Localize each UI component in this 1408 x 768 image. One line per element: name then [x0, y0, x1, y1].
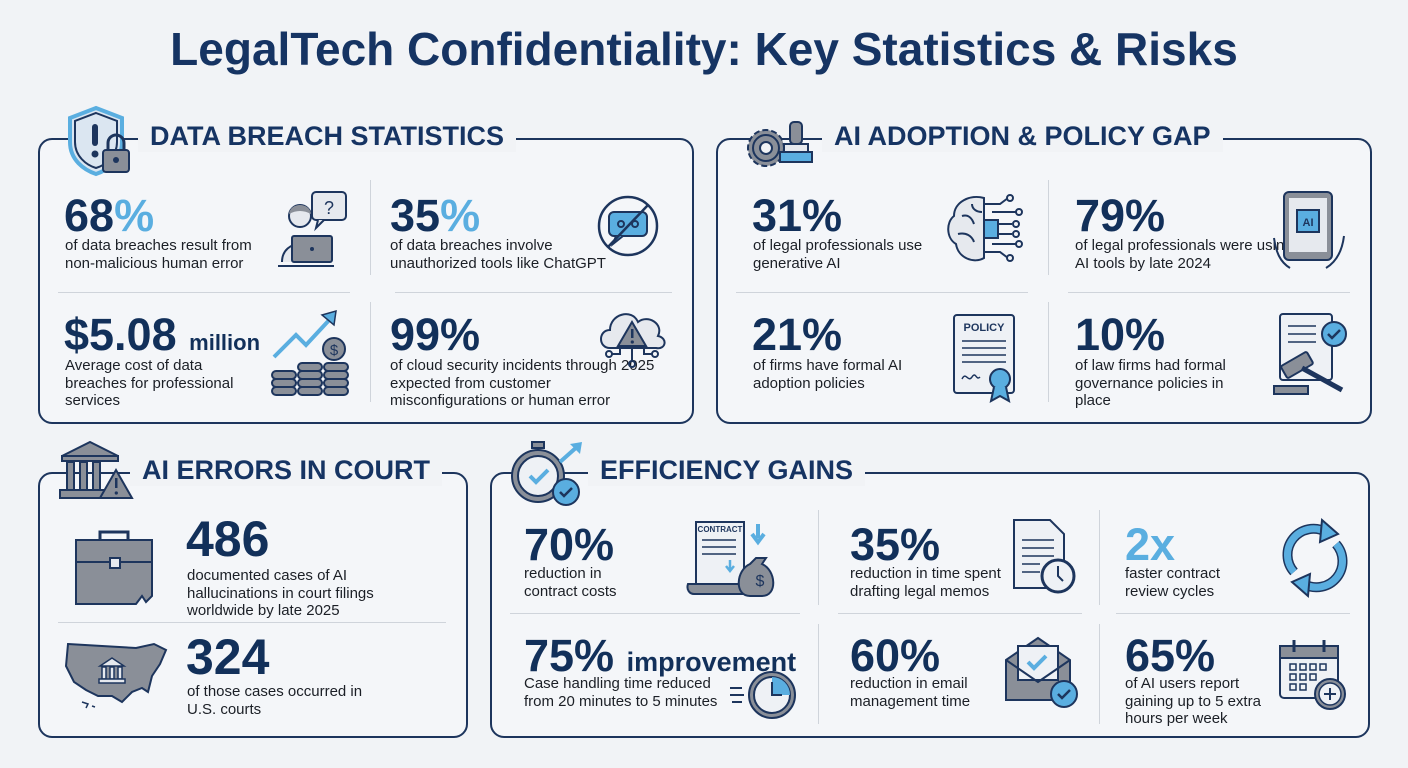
divider: [1048, 302, 1049, 402]
divider: [1048, 180, 1049, 275]
divider: [395, 292, 672, 293]
section-heading: DATA BREACH STATISTICS: [138, 121, 516, 152]
calendar-add-icon: [1279, 640, 1346, 710]
divider: [58, 292, 350, 293]
shield-lock-icon: [68, 105, 130, 177]
stat-value: 75% improvement: [524, 630, 797, 681]
divider: [370, 180, 371, 275]
divider: [818, 624, 819, 724]
refresh-cycle-icon: [1282, 517, 1348, 599]
stat-description: reduction in contract costs: [524, 565, 617, 600]
stat-value: $5.08 million: [64, 309, 261, 360]
divider: [510, 613, 800, 614]
section-heading: EFFICIENCY GAINS: [588, 455, 866, 486]
courthouse-warning-icon: [59, 440, 134, 499]
tablet-ai-icon: AI: [1273, 191, 1345, 269]
stat-description: Average cost of data breaches for profes…: [65, 357, 234, 409]
divider: [1116, 613, 1350, 614]
divider: [1099, 510, 1100, 605]
stat-description: of those cases occurred in U.S. courts: [187, 683, 363, 718]
stat-value: 10%: [1075, 309, 1166, 360]
divider: [736, 292, 1028, 293]
data-breach-panel: [38, 138, 694, 424]
stat-description: of data breaches result from non-malicio…: [65, 237, 252, 272]
briefcase-icon: [75, 530, 153, 605]
page-title: LegalTech Confidentiality: Key Statistic…: [170, 23, 1238, 75]
us-map-courthouse-icon: [64, 642, 168, 709]
gear-stamp-icon: [747, 121, 813, 167]
stat-description: of cloud security incidents through 2025…: [390, 357, 655, 409]
divider: [1068, 292, 1350, 293]
fast-clock-icon: [730, 671, 796, 719]
stat-description: reduction in time spent drafting legal m…: [850, 565, 1001, 600]
stat-value: 65%: [1125, 630, 1216, 681]
stat-value: 31%: [752, 190, 843, 241]
stat-value: 486: [186, 511, 270, 567]
svg-text:$: $: [330, 342, 339, 359]
contract-label: CONTRACT: [698, 525, 743, 534]
document-clock-icon: [1013, 519, 1076, 594]
stat-value: 35%: [850, 519, 941, 570]
person-laptop-question-icon: ?: [278, 191, 347, 267]
stat-description: documented cases of AI hallucinations in…: [187, 567, 374, 619]
divider: [370, 302, 371, 402]
rising-coins-icon: $: [271, 309, 349, 396]
brain-circuit-icon: [947, 194, 1023, 262]
stat-description: faster contract review cycles: [1125, 565, 1221, 600]
stat-value: 99%: [390, 309, 481, 360]
gavel-document-icon: [1273, 313, 1347, 395]
policy-label: POLICY: [964, 322, 1006, 334]
stat-value: 21%: [752, 309, 843, 360]
stat-value: 68%: [64, 190, 155, 241]
stat-description: of data breaches involve unauthorized to…: [390, 237, 606, 272]
chat-prohibited-icon: [597, 195, 659, 257]
stat-description: of AI users report gaining up to 5 extra…: [1125, 675, 1261, 727]
stat-description: of legal professionals were using AI too…: [1075, 237, 1293, 272]
contract-money-icon: CONTRACT $: [686, 521, 775, 597]
svg-text:$: $: [756, 573, 765, 590]
divider: [1099, 624, 1100, 724]
policy-document-icon: POLICY: [953, 314, 1015, 403]
section-heading: AI ADOPTION & POLICY GAP: [822, 121, 1223, 152]
stat-description: of legal professionals use generative AI: [753, 237, 923, 272]
stopwatch-check-icon: [511, 441, 582, 506]
divider: [818, 510, 819, 605]
stat-description: of firms have formal AI adoption policie…: [753, 357, 903, 392]
stat-value: 35%: [390, 190, 481, 241]
stat-description: of law firms had formal governance polic…: [1075, 357, 1226, 409]
efficiency-gains-panel: [490, 472, 1370, 738]
stat-value: 70%: [524, 519, 615, 570]
stat-description: Case handling time reduced from 20 minut…: [524, 675, 718, 710]
cloud-warning-icon: [600, 313, 666, 368]
svg-text:?: ?: [324, 198, 334, 218]
divider: [58, 622, 446, 623]
stat-description: reduction in email management time: [850, 675, 971, 710]
email-check-icon: [1005, 636, 1078, 708]
stat-value: 60%: [850, 630, 941, 681]
stat-value: 324: [186, 629, 270, 685]
stat-value: 79%: [1075, 190, 1166, 241]
section-heading: AI ERRORS IN COURT: [130, 455, 443, 486]
stat-value: 2x: [1125, 519, 1176, 570]
svg-text:AI: AI: [1303, 217, 1314, 229]
divider: [838, 613, 1082, 614]
